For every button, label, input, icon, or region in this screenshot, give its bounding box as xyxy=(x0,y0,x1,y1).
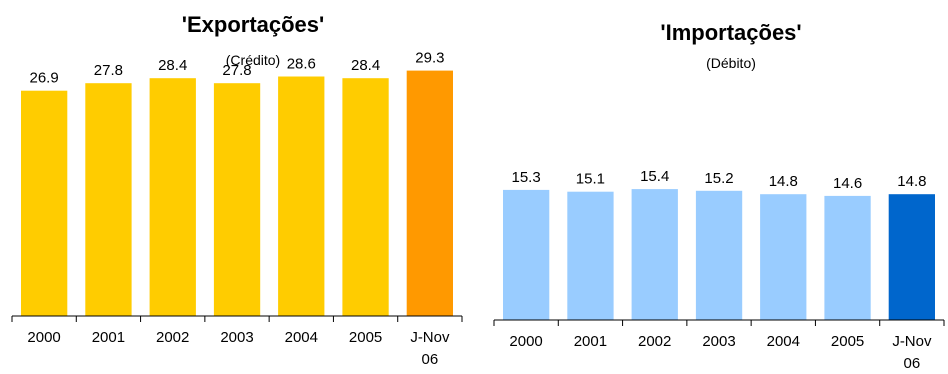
bar-5 xyxy=(824,195,871,320)
bar-5 xyxy=(342,78,389,316)
data-label-1: 15.1 xyxy=(576,171,605,188)
chart-title: 'Exportações' xyxy=(181,12,325,37)
data-label-0: 26.9 xyxy=(29,70,58,87)
tick-label-3: 2003 xyxy=(702,333,735,350)
bar-3 xyxy=(213,83,261,316)
bar-3 xyxy=(695,190,743,320)
tick-label-5: 2005 xyxy=(349,329,382,346)
chart-subtitle: (Crédito) xyxy=(225,52,281,68)
tick-label-5: 2005 xyxy=(831,333,864,350)
bar-2 xyxy=(149,78,196,316)
data-label-1: 27.8 xyxy=(94,62,123,79)
bar-1 xyxy=(567,191,614,320)
tick-label-2: 2002 xyxy=(638,333,671,350)
tick-label-6: J-Nov 06 xyxy=(410,329,450,368)
tick-label-2: 2002 xyxy=(156,329,189,346)
tick-label-0: 2000 xyxy=(27,329,60,346)
tick-label-4: 2004 xyxy=(285,329,318,346)
data-label-2: 28.4 xyxy=(158,57,187,74)
bar-6 xyxy=(888,194,935,320)
bar-2 xyxy=(631,189,678,320)
tick-label-4: 2004 xyxy=(767,333,800,350)
tick-label-6: J-Nov 06 xyxy=(892,333,932,372)
data-label-2: 15.4 xyxy=(640,168,669,185)
tick-label-0: 2000 xyxy=(509,333,542,350)
bar-6 xyxy=(406,70,453,316)
tick-label-3: 2003 xyxy=(220,329,253,346)
bar-0 xyxy=(21,90,68,316)
data-label-6: 29.3 xyxy=(415,50,444,67)
importacoes-chart-panel: 'Importações' (Débito) 15.3 2000 15.1 2001 1… xyxy=(474,0,948,374)
exportacoes-chart-panel: 'Exportações' (Crédito) 26.9 2000 27.8 2001… xyxy=(11,12,463,368)
data-label-4: 14.8 xyxy=(769,173,798,190)
data-label-6: 14.8 xyxy=(897,173,926,190)
tick-label-1: 2001 xyxy=(574,333,607,350)
exportacoes-bar-chart: 26.9 2000 27.8 2001 28.4 2002 27.8 2003 28.6 2004… xyxy=(11,50,463,368)
bar-4 xyxy=(760,194,807,320)
bar-1 xyxy=(85,83,132,316)
chart-title: 'Importações' xyxy=(660,20,802,45)
data-label-5: 28.4 xyxy=(351,57,380,74)
data-label-0: 15.3 xyxy=(511,169,540,186)
chart-subtitle: (Débito) xyxy=(706,55,756,71)
data-label-3: 27.8 xyxy=(222,62,251,79)
importacoes-bar-chart: 15.3 2000 15.1 2001 15.4 2002 15.2 2003 14.8 2004… xyxy=(493,168,945,372)
data-label-4: 28.6 xyxy=(287,56,316,73)
data-label-5: 14.6 xyxy=(833,175,862,192)
tick-label-1: 2001 xyxy=(92,329,125,346)
data-label-3: 15.2 xyxy=(704,170,733,187)
bar-4 xyxy=(278,76,325,316)
bar-0 xyxy=(503,189,550,320)
